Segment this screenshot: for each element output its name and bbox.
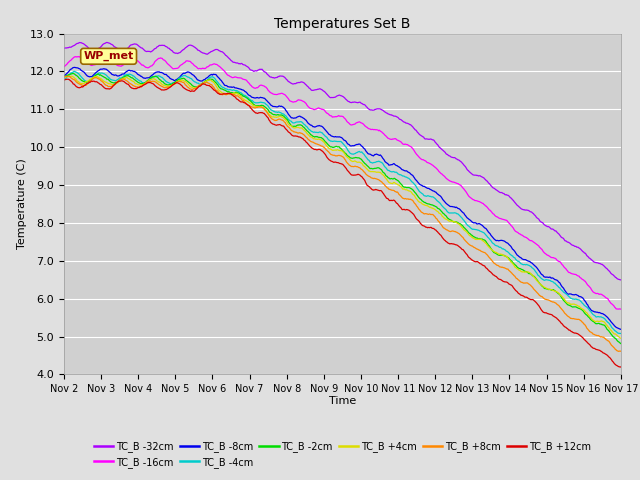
TC_B -16cm: [444, 177, 451, 182]
TC_B +12cm: [207, 84, 215, 90]
TC_B -4cm: [70, 69, 78, 74]
TC_B -16cm: [389, 136, 397, 142]
TC_B +8cm: [566, 315, 574, 321]
TC_B -16cm: [60, 64, 68, 70]
TC_B -4cm: [60, 76, 68, 82]
TC_B +4cm: [617, 335, 625, 341]
TC_B -8cm: [60, 73, 68, 79]
TC_B -4cm: [444, 209, 451, 215]
TC_B -16cm: [566, 270, 574, 276]
Text: WP_met: WP_met: [83, 51, 134, 61]
TC_B +8cm: [65, 73, 72, 79]
TC_B +4cm: [68, 73, 76, 79]
X-axis label: Time: Time: [329, 396, 356, 406]
TC_B -2cm: [183, 78, 191, 84]
Title: Temperatures Set B: Temperatures Set B: [274, 17, 411, 31]
TC_B -2cm: [566, 303, 574, 309]
TC_B +4cm: [389, 181, 397, 187]
TC_B -16cm: [75, 54, 83, 60]
TC_B -32cm: [207, 49, 215, 55]
TC_B -2cm: [207, 76, 215, 82]
TC_B -2cm: [69, 71, 77, 76]
TC_B +8cm: [60, 74, 68, 80]
TC_B -2cm: [335, 144, 342, 150]
Line: TC_B +12cm: TC_B +12cm: [64, 79, 621, 367]
TC_B -2cm: [389, 176, 397, 182]
TC_B -8cm: [207, 72, 215, 78]
TC_B -2cm: [60, 73, 68, 79]
TC_B +12cm: [616, 364, 624, 370]
TC_B -16cm: [617, 306, 625, 312]
TC_B -4cm: [566, 295, 574, 301]
Line: TC_B -16cm: TC_B -16cm: [64, 57, 621, 309]
TC_B -32cm: [102, 40, 110, 46]
TC_B -32cm: [444, 152, 451, 157]
TC_B -8cm: [335, 134, 342, 140]
TC_B +12cm: [183, 87, 191, 93]
TC_B +8cm: [207, 82, 215, 87]
TC_B -4cm: [335, 139, 342, 144]
TC_B -32cm: [566, 241, 574, 247]
Line: TC_B -8cm: TC_B -8cm: [64, 67, 621, 329]
TC_B -16cm: [207, 62, 215, 68]
TC_B -4cm: [183, 74, 191, 80]
TC_B -32cm: [335, 93, 342, 98]
TC_B -32cm: [60, 46, 68, 51]
TC_B -8cm: [183, 70, 191, 75]
TC_B +12cm: [617, 364, 625, 370]
TC_B -4cm: [207, 74, 215, 80]
Line: TC_B +4cm: TC_B +4cm: [64, 76, 621, 338]
TC_B +4cm: [60, 74, 68, 80]
TC_B -8cm: [71, 64, 79, 70]
TC_B +8cm: [183, 84, 191, 89]
Line: TC_B -32cm: TC_B -32cm: [64, 43, 621, 280]
TC_B +12cm: [389, 198, 397, 204]
TC_B -16cm: [614, 306, 622, 312]
Line: TC_B -2cm: TC_B -2cm: [64, 73, 621, 344]
TC_B -8cm: [444, 202, 451, 207]
TC_B -32cm: [183, 44, 191, 49]
TC_B +8cm: [389, 188, 397, 193]
TC_B +12cm: [335, 160, 342, 166]
TC_B +4cm: [566, 301, 574, 307]
TC_B -4cm: [389, 169, 397, 175]
TC_B +8cm: [444, 227, 451, 233]
TC_B +8cm: [614, 348, 622, 354]
Legend: TC_B -32cm, TC_B -16cm, TC_B -8cm, TC_B -4cm, TC_B -2cm, TC_B +4cm, TC_B +8cm, T: TC_B -32cm, TC_B -16cm, TC_B -8cm, TC_B …: [90, 437, 595, 472]
TC_B +12cm: [444, 240, 451, 246]
TC_B +4cm: [207, 77, 215, 83]
TC_B -16cm: [335, 113, 342, 119]
TC_B +12cm: [60, 77, 68, 83]
TC_B +12cm: [566, 328, 574, 334]
TC_B +8cm: [335, 153, 342, 158]
TC_B -8cm: [389, 162, 397, 168]
TC_B -32cm: [617, 277, 625, 283]
TC_B -8cm: [566, 291, 574, 297]
TC_B +4cm: [335, 147, 342, 153]
TC_B -2cm: [444, 215, 451, 221]
TC_B +8cm: [617, 348, 625, 354]
Y-axis label: Temperature (C): Temperature (C): [17, 158, 27, 250]
TC_B -8cm: [617, 326, 625, 332]
TC_B -16cm: [183, 58, 191, 64]
Line: TC_B +8cm: TC_B +8cm: [64, 76, 621, 351]
TC_B -2cm: [617, 341, 625, 347]
Line: TC_B -4cm: TC_B -4cm: [64, 72, 621, 334]
TC_B +4cm: [183, 80, 191, 85]
TC_B +12cm: [64, 76, 72, 82]
TC_B +4cm: [444, 217, 451, 223]
TC_B -4cm: [617, 331, 625, 336]
TC_B -32cm: [389, 112, 397, 118]
